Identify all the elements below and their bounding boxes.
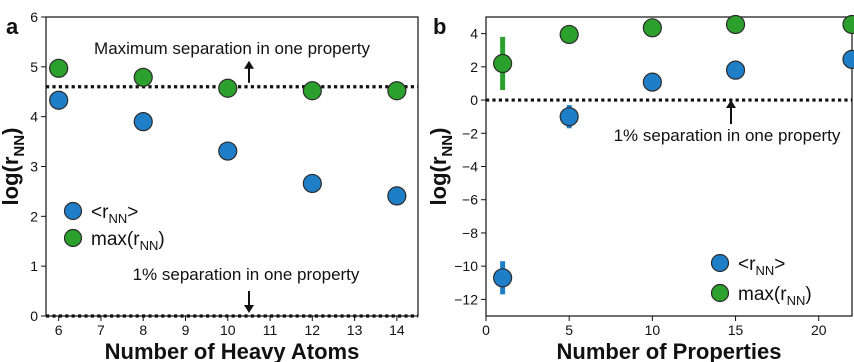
point-max xyxy=(387,81,407,101)
x-tick-label: 5 xyxy=(565,322,573,338)
y-tick-label: −8 xyxy=(462,225,478,241)
y-tick-label: −6 xyxy=(462,192,478,208)
y-tick-label: −2 xyxy=(462,125,478,141)
annotation-arrow-head xyxy=(244,305,254,313)
point-max xyxy=(842,14,854,35)
x-tick-label: 15 xyxy=(728,322,744,338)
y-tick-label: 4 xyxy=(470,26,478,42)
legend-label-mean: <rNN> xyxy=(738,254,785,278)
legend-marker-max xyxy=(63,228,83,248)
x-tick-label: 11 xyxy=(263,322,278,338)
legend-label-mean: <rNN> xyxy=(91,202,138,226)
point-max xyxy=(133,67,153,87)
y-tick-label: 4 xyxy=(30,109,38,125)
y-tick-label: 3 xyxy=(30,159,38,175)
legend-marker-max xyxy=(710,283,730,303)
legend-label-max: max(rNN) xyxy=(91,229,165,253)
plot-frame xyxy=(485,16,853,317)
y-tick-label: 0 xyxy=(470,92,478,108)
y-tick-label: 0 xyxy=(30,308,38,324)
reference-annotation: 1% separation in one property xyxy=(133,265,360,284)
y-tick-label: −4 xyxy=(462,159,478,175)
y-tick-label: 2 xyxy=(30,208,38,224)
point-mean xyxy=(493,268,513,288)
point-max xyxy=(559,24,579,45)
x-tick-label: 10 xyxy=(645,322,661,338)
x-axis-title: Number of Properties xyxy=(557,339,782,362)
x-tick-label: 10 xyxy=(220,322,236,338)
point-max xyxy=(49,58,69,78)
x-tick-label: 7 xyxy=(97,322,105,338)
point-mean xyxy=(49,90,69,110)
y-tick-label: 6 xyxy=(30,9,38,25)
point-mean xyxy=(302,173,322,194)
point-mean xyxy=(642,72,662,92)
reference-annotation: 1% separation in one property xyxy=(614,126,841,145)
annotation-arrow-head xyxy=(726,100,736,109)
panel-b-letter: b xyxy=(433,14,446,39)
x-tick-label: 13 xyxy=(347,322,363,338)
x-axis-title: Number of Heavy Atoms xyxy=(105,339,360,362)
x-tick-label: 20 xyxy=(811,322,827,338)
panel-a-letter: a xyxy=(6,14,19,39)
point-mean xyxy=(133,112,153,132)
x-tick-label: 6 xyxy=(55,322,63,338)
point-mean xyxy=(387,186,407,206)
point-max xyxy=(218,78,238,98)
x-tick-label: 8 xyxy=(139,322,147,338)
legend-marker-mean xyxy=(710,253,730,273)
y-tick-label: 2 xyxy=(470,59,478,75)
point-max xyxy=(642,18,662,38)
x-tick-label: 12 xyxy=(305,322,321,338)
legend-marker-mean xyxy=(63,201,83,221)
point-mean xyxy=(218,141,238,161)
x-tick-label: 14 xyxy=(389,322,405,338)
y-axis-title: log(rNN) xyxy=(426,128,456,206)
y-tick-label: 5 xyxy=(30,59,38,75)
x-tick-label: 9 xyxy=(182,322,190,338)
point-max xyxy=(725,14,746,35)
point-mean xyxy=(559,107,579,127)
point-max xyxy=(493,53,513,74)
y-tick-label: −10 xyxy=(454,258,478,274)
y-axis-title: log(rNN) xyxy=(0,128,28,206)
point-mean xyxy=(842,49,854,69)
point-max xyxy=(302,81,322,101)
x-tick-label: 0 xyxy=(482,322,490,338)
legend-label-max: max(rNN) xyxy=(738,284,812,308)
annotation-arrow-head xyxy=(244,60,254,69)
y-tick-label: 1 xyxy=(30,258,38,274)
reference-annotation: Maximum separation in one property xyxy=(94,39,370,58)
point-mean xyxy=(725,60,746,80)
y-tick-label: −12 xyxy=(454,291,478,307)
